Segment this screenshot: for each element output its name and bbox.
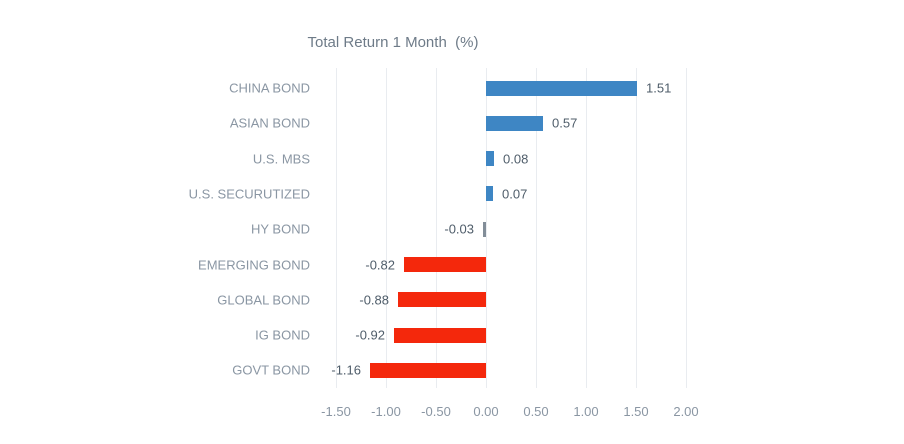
x-tick-label: -0.50 <box>421 404 451 419</box>
value-label: 0.08 <box>503 151 529 167</box>
bar <box>486 80 637 96</box>
bar <box>486 186 493 202</box>
x-tick-label: 2.00 <box>673 404 699 419</box>
bar <box>398 292 486 308</box>
value-label: -1.16 <box>331 362 361 378</box>
category-label: IG BOND <box>255 327 310 343</box>
gridline <box>636 68 637 388</box>
x-tick-label: 1.50 <box>623 404 649 419</box>
category-label: ASIAN BOND <box>229 115 310 131</box>
bar <box>486 151 494 167</box>
gridline <box>386 68 387 388</box>
gridline <box>436 68 437 388</box>
value-label: 0.07 <box>502 186 528 202</box>
bar <box>404 257 486 272</box>
x-tick-label: 0.50 <box>523 404 549 419</box>
category-label: HY BOND <box>251 221 310 237</box>
value-label: -0.92 <box>355 327 385 343</box>
bar <box>486 115 543 131</box>
gridline <box>486 68 487 388</box>
category-label: U.S. SECURUTIZED <box>188 186 310 202</box>
value-label: 0.57 <box>552 115 578 131</box>
bar <box>483 221 486 237</box>
x-tick-label: -1.00 <box>371 404 401 419</box>
chart-title: Total Return 1 Month (%) <box>307 34 479 51</box>
value-label: -0.03 <box>444 221 474 237</box>
gridline <box>536 68 537 388</box>
value-label: -0.88 <box>359 292 389 308</box>
bar <box>394 327 486 343</box>
gridline <box>586 68 587 388</box>
x-tick-label: -1.50 <box>321 404 351 419</box>
category-label: GOVT BOND <box>232 362 310 378</box>
gridline <box>336 68 337 388</box>
category-label: EMERGING BOND <box>198 257 310 272</box>
value-label: -0.82 <box>365 257 395 272</box>
value-label: 1.51 <box>646 80 672 96</box>
x-tick-label: 1.00 <box>573 404 599 419</box>
gridline <box>686 68 687 388</box>
category-label: CHINA BOND <box>229 80 310 96</box>
x-tick-label: 0.00 <box>473 404 499 419</box>
category-label: U.S. MBS <box>252 151 310 167</box>
bar <box>370 362 486 378</box>
category-label: GLOBAL BOND <box>217 292 310 308</box>
